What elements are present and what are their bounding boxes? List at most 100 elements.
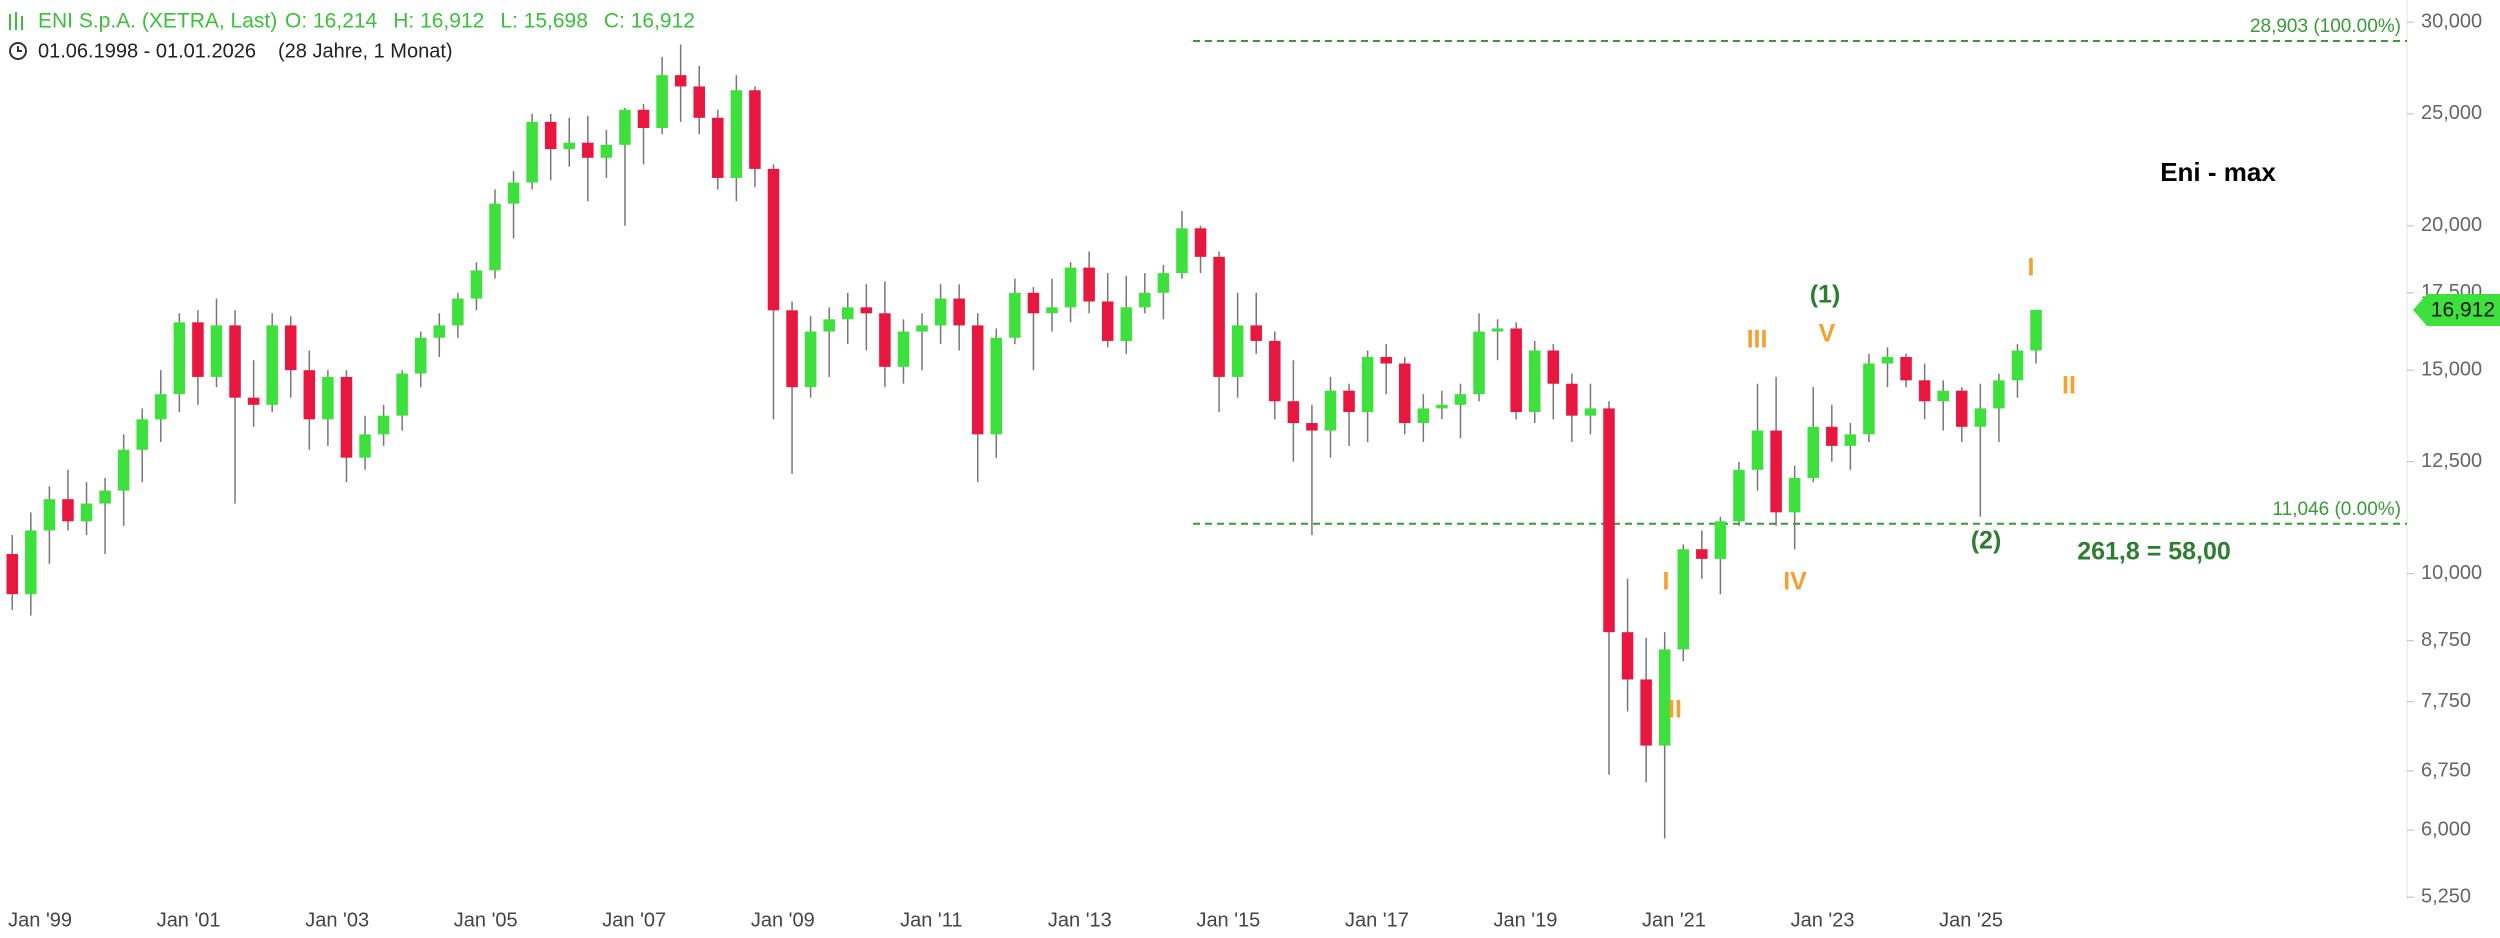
candle-body <box>1937 390 1949 402</box>
candle-body <box>953 298 965 326</box>
candle-body <box>749 90 761 169</box>
candle-body <box>433 325 446 338</box>
candle-body <box>842 307 854 320</box>
y-tick-label: 25,000 <box>2421 102 2482 124</box>
candle-body <box>1176 228 1188 274</box>
candle-body <box>1881 356 1894 364</box>
x-tick-label: Jan '11 <box>900 909 962 931</box>
candle-body <box>730 90 743 178</box>
candle-body <box>340 376 353 458</box>
candle-body <box>1584 408 1597 416</box>
ohlc-label: C: 16,912 <box>604 10 695 33</box>
x-tick-label: Jan '17 <box>1345 909 1409 931</box>
candle-body <box>1101 301 1114 341</box>
candle-body <box>1993 380 2005 409</box>
candle-body <box>1231 325 1244 377</box>
x-tick-label: Jan '05 <box>454 909 518 931</box>
x-tick-label: Jan '25 <box>1939 909 2003 931</box>
candle-body <box>377 415 390 435</box>
x-tick-label: Jan '21 <box>1642 909 1706 931</box>
candle-body <box>1844 434 1857 446</box>
candle-body <box>1417 408 1430 424</box>
candle-body <box>990 337 1003 435</box>
annotation: II <box>1668 696 1682 724</box>
candle-body <box>2030 309 2042 351</box>
candle-body <box>1751 430 1764 470</box>
candle-body <box>1083 267 1095 302</box>
candle-body <box>600 144 613 158</box>
candle-body <box>1696 549 1708 559</box>
candle-body <box>1306 423 1318 431</box>
candle-body <box>1380 356 1392 364</box>
level-label: 28,903 (100.00%) <box>2250 16 2401 37</box>
candle-body <box>303 370 316 420</box>
candle-body <box>1361 356 1374 413</box>
annotation: I <box>1663 568 1670 596</box>
candle-body <box>1974 408 1987 427</box>
candle-body <box>916 325 928 332</box>
candle-body <box>80 503 93 522</box>
candle-body <box>1491 328 1504 332</box>
candle-body <box>155 394 167 420</box>
candle-body <box>582 142 594 158</box>
candle-body <box>1900 356 1912 381</box>
candle-body <box>1343 390 1355 413</box>
candle-body <box>507 182 520 204</box>
candle-body <box>804 331 817 388</box>
y-tick-label: 6,750 <box>2421 759 2471 781</box>
candle-body <box>1269 340 1281 402</box>
candle-body <box>396 373 408 416</box>
level-label: 11,046 (0.00%) <box>2272 499 2401 520</box>
y-tick-label: 12,500 <box>2421 450 2482 472</box>
last-price-tag <box>2413 293 2500 326</box>
candle-body <box>656 75 668 129</box>
candle-body <box>712 117 724 178</box>
annotation: (2) <box>1971 527 2002 555</box>
candle-body <box>526 121 538 183</box>
candle-body <box>1213 256 1225 377</box>
y-tick-label: 15,000 <box>2421 358 2482 380</box>
x-tick-label: Jan '03 <box>305 909 369 931</box>
y-tick-label: 7,750 <box>2421 690 2471 712</box>
candle-body <box>25 530 37 595</box>
candle-body <box>1621 632 1634 680</box>
ohlc-label: L: 15,698 <box>500 10 588 33</box>
candle-body <box>1287 401 1300 424</box>
candle-body <box>452 298 464 326</box>
candle-body <box>1046 307 1058 314</box>
candle-body <box>470 270 483 299</box>
candle-body <box>6 554 19 595</box>
candle-body <box>767 168 780 311</box>
y-tick-label: 10,000 <box>2421 562 2482 584</box>
candle-body <box>563 142 576 150</box>
candle-body <box>544 121 557 150</box>
annotation: Eni - max <box>2160 157 2276 187</box>
y-tick-label: 20,000 <box>2421 214 2482 236</box>
candle-body <box>489 203 501 271</box>
period: (28 Jahre, 1 Monat) <box>278 40 453 62</box>
candle-body <box>1064 267 1077 308</box>
date-range: 01.06.1998 - 01.01.2026 <box>38 40 256 62</box>
candle-body <box>1324 390 1337 431</box>
candle-body <box>1436 404 1448 409</box>
candle-body <box>823 319 835 332</box>
annotation: I <box>2028 254 2035 282</box>
candle-body <box>117 449 130 491</box>
candle-body <box>693 86 705 118</box>
x-tick-label: Jan '13 <box>1048 909 1112 931</box>
chart-title: ENI S.p.A. (XETRA, Last) <box>38 10 277 33</box>
candle-body <box>1157 273 1170 293</box>
candle-body <box>637 109 650 129</box>
candle-body <box>1918 380 1931 402</box>
candle-body <box>786 310 798 388</box>
annotation: (1) <box>1810 281 1841 309</box>
candle-body <box>1194 228 1207 257</box>
candle-body <box>674 75 687 87</box>
candle-body <box>1120 307 1133 341</box>
candle-body <box>1547 350 1560 384</box>
chart-icon <box>9 12 23 30</box>
candle-body <box>62 499 74 522</box>
y-tick-label: 6,000 <box>2421 818 2471 840</box>
candle-body <box>1826 426 1838 446</box>
candle-body <box>1603 408 1615 633</box>
